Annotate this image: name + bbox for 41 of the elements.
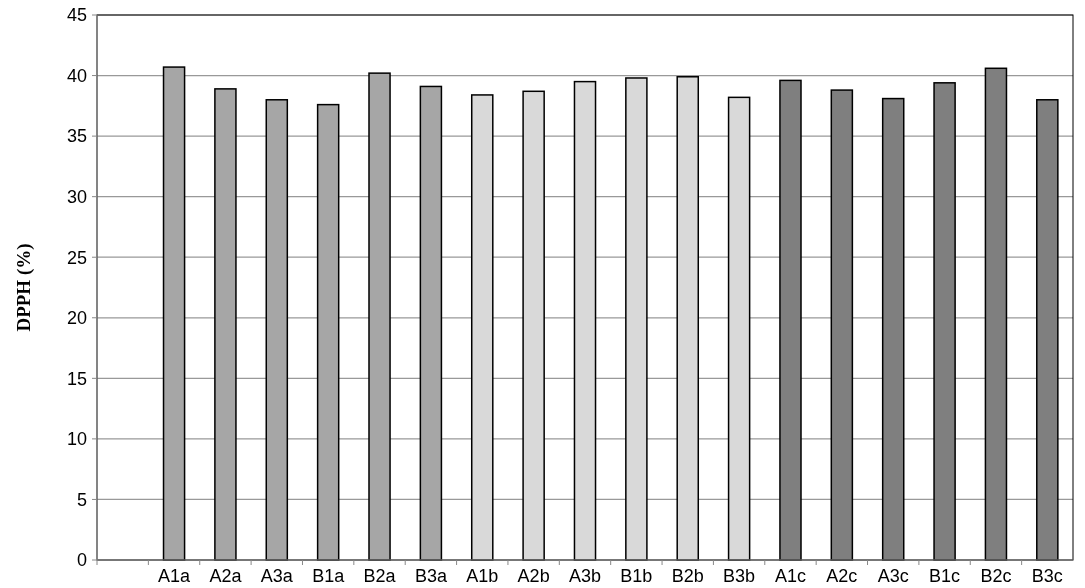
y-tick-label: 30 xyxy=(66,186,87,207)
y-tick-label: 20 xyxy=(66,308,87,329)
bar xyxy=(470,94,494,561)
x-tick-label: A1a xyxy=(158,566,192,586)
x-tick-label: A3a xyxy=(260,566,294,586)
x-tick-label: B2c xyxy=(980,566,1012,586)
x-tick-label: B3a xyxy=(414,566,448,586)
y-tick-label: 40 xyxy=(66,65,87,86)
x-tick-label: A1c xyxy=(774,566,806,586)
y-tick-label: 10 xyxy=(66,429,87,450)
x-tick-label: B1c xyxy=(929,566,961,586)
bar xyxy=(727,96,751,561)
x-tick-label: A3c xyxy=(877,566,909,586)
bar xyxy=(676,76,700,561)
bar xyxy=(214,88,237,561)
y-tick-label: 35 xyxy=(66,126,87,147)
y-tick-label: 0 xyxy=(76,550,87,571)
x-tick-label: A3b xyxy=(568,566,602,586)
x-tick-label: B3c xyxy=(1031,566,1063,586)
x-tick-label: B2b xyxy=(671,566,704,586)
bar xyxy=(265,99,289,561)
x-tick-label: B3b xyxy=(723,566,756,586)
bar xyxy=(162,66,186,561)
x-tick-label: A2b xyxy=(517,566,550,586)
y-axis-title: DPPH (%) xyxy=(13,243,35,332)
bar xyxy=(419,85,443,561)
x-tick-label: B1a xyxy=(312,566,346,586)
x-tick-label: B1b xyxy=(620,566,653,586)
x-tick-label: A1b xyxy=(466,566,499,586)
y-tick-label: 5 xyxy=(76,489,87,510)
y-tick-label: 25 xyxy=(66,247,87,268)
bar xyxy=(573,80,597,561)
y-tick-label: 45 xyxy=(66,5,87,26)
x-tick-label: A2a xyxy=(209,566,243,586)
x-tick-label: A2c xyxy=(826,566,858,586)
bar xyxy=(316,103,340,561)
y-tick-label: 15 xyxy=(66,368,87,389)
bar xyxy=(625,77,648,561)
bar xyxy=(368,72,391,561)
x-tick-label: B2a xyxy=(363,566,397,586)
bar xyxy=(522,90,545,561)
